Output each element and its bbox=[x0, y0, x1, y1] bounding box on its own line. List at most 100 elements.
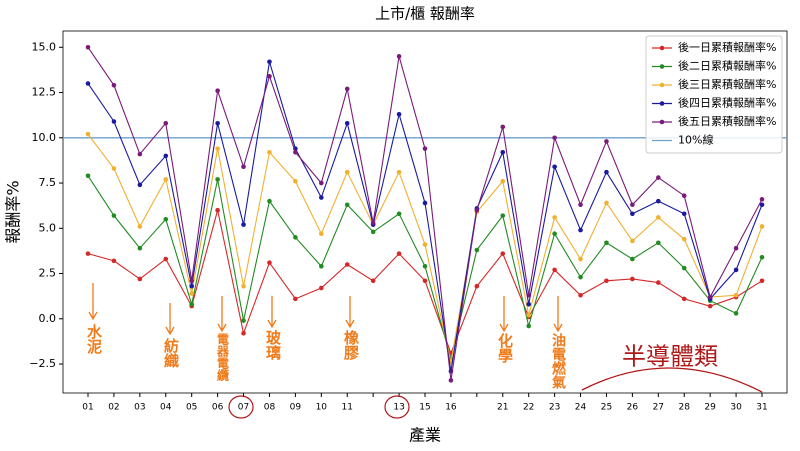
point bbox=[526, 292, 531, 298]
x-tick-label: 16 bbox=[445, 403, 457, 413]
point bbox=[137, 151, 143, 157]
point bbox=[344, 169, 350, 175]
point bbox=[707, 294, 713, 300]
point bbox=[85, 173, 91, 179]
arrows bbox=[88, 283, 563, 336]
point bbox=[319, 180, 324, 186]
point bbox=[293, 235, 298, 240]
point bbox=[215, 177, 220, 182]
point bbox=[604, 240, 609, 246]
annotation: 化學 bbox=[496, 332, 514, 364]
point bbox=[733, 311, 739, 316]
point bbox=[215, 146, 220, 151]
point bbox=[215, 88, 220, 94]
point bbox=[604, 278, 609, 284]
legend-marker bbox=[659, 45, 665, 51]
point bbox=[578, 227, 583, 233]
point bbox=[241, 330, 246, 336]
point bbox=[630, 238, 635, 244]
point bbox=[267, 198, 272, 204]
point bbox=[137, 245, 143, 251]
point bbox=[474, 283, 480, 289]
y-tick-label: 0.0 bbox=[39, 312, 57, 325]
point bbox=[526, 302, 531, 307]
point bbox=[681, 296, 687, 302]
point bbox=[604, 139, 609, 144]
legend-marker bbox=[659, 101, 665, 106]
point bbox=[344, 86, 350, 92]
point bbox=[163, 216, 169, 222]
point bbox=[500, 124, 506, 130]
point bbox=[241, 222, 246, 227]
y-axis-label: 報酬率% bbox=[4, 180, 23, 243]
point bbox=[526, 312, 531, 318]
point bbox=[396, 169, 402, 175]
point bbox=[370, 229, 376, 235]
x-tick-label: 10 bbox=[316, 403, 328, 413]
x-tick-label: 02 bbox=[108, 403, 119, 413]
point bbox=[293, 178, 298, 184]
point bbox=[319, 231, 324, 237]
point bbox=[370, 278, 376, 284]
point bbox=[267, 149, 272, 155]
y-tick-label: 12.5 bbox=[32, 86, 57, 99]
point bbox=[759, 197, 765, 202]
point bbox=[733, 267, 739, 273]
point bbox=[111, 166, 117, 171]
x-tick-label: 04 bbox=[160, 403, 172, 413]
point bbox=[681, 236, 687, 242]
point bbox=[500, 178, 506, 184]
annotations: 水泥 紡織 電器電纜 玻璃 橡膠 化學 油電燃氣 半導體類 bbox=[85, 283, 763, 419]
point bbox=[344, 202, 350, 208]
point bbox=[681, 265, 687, 271]
point bbox=[215, 207, 220, 213]
point bbox=[578, 292, 583, 298]
point bbox=[474, 207, 480, 213]
point bbox=[759, 254, 765, 260]
point bbox=[163, 121, 169, 126]
point bbox=[500, 213, 506, 218]
x-tick-label: 13 bbox=[393, 403, 404, 413]
point bbox=[293, 149, 298, 155]
x-tick-label: 27 bbox=[653, 403, 664, 413]
point bbox=[137, 224, 143, 229]
point bbox=[759, 202, 765, 208]
point bbox=[163, 256, 169, 262]
point bbox=[241, 283, 246, 289]
point bbox=[267, 59, 272, 65]
point bbox=[733, 292, 739, 298]
y-tick-label: −2.5 bbox=[29, 357, 56, 370]
point bbox=[396, 251, 402, 256]
point bbox=[319, 195, 324, 200]
x-tick-label: 08 bbox=[264, 403, 276, 413]
point bbox=[85, 81, 91, 86]
legend-label: 後三日累積報酬率% bbox=[678, 77, 776, 91]
point bbox=[267, 73, 272, 79]
annotation: 紡織 bbox=[162, 337, 180, 369]
annotation: 油電燃氣 bbox=[550, 332, 566, 390]
x-tick-label: 07 bbox=[238, 403, 249, 413]
point bbox=[630, 202, 635, 208]
point bbox=[344, 262, 350, 267]
point bbox=[656, 280, 661, 285]
point bbox=[267, 260, 272, 265]
point bbox=[85, 251, 91, 256]
legend: 後一日累積報酬率% 後二日累積報酬率% 後三日累積報酬率% 後四日累積報酬率% 後五日累… bbox=[645, 35, 783, 154]
point bbox=[733, 245, 739, 251]
annotation: 電器電纜 bbox=[216, 333, 230, 382]
x-tick-label: 05 bbox=[186, 403, 197, 413]
x-tick-label: 30 bbox=[730, 403, 742, 413]
point bbox=[111, 258, 117, 264]
y-tick-label: 7.5 bbox=[39, 176, 57, 189]
point bbox=[319, 264, 324, 269]
point bbox=[396, 211, 402, 217]
point bbox=[422, 242, 428, 247]
point bbox=[656, 198, 661, 204]
annotation: 水泥 bbox=[85, 323, 103, 355]
point bbox=[189, 291, 194, 296]
legend-label: 10%線 bbox=[678, 133, 713, 147]
x-tick-label: 25 bbox=[601, 403, 612, 413]
point bbox=[552, 135, 557, 141]
x-tick-label: 15 bbox=[419, 403, 430, 413]
point bbox=[163, 177, 169, 182]
